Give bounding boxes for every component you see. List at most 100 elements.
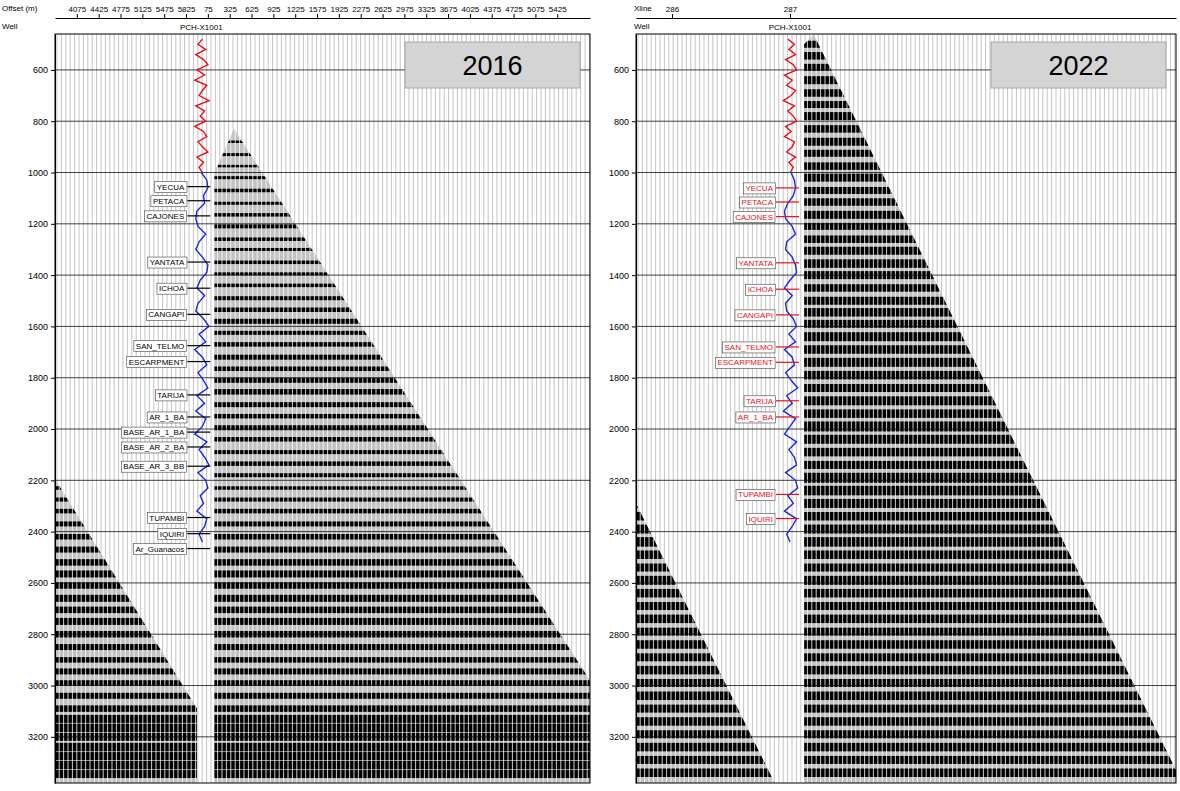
reflector bbox=[55, 509, 590, 514]
tick: 2200 bbox=[609, 476, 636, 486]
trace-separators bbox=[640, 34, 1172, 783]
axis-title: Offset (m) bbox=[2, 4, 38, 13]
trace-separator bbox=[345, 34, 346, 783]
top-label: ESCARPMENT bbox=[717, 358, 773, 367]
trace-separator bbox=[1093, 34, 1094, 783]
reflector bbox=[55, 521, 590, 526]
trace-separator bbox=[433, 34, 434, 783]
trace-separator bbox=[913, 34, 914, 783]
tick: 5125 bbox=[134, 5, 152, 18]
reflector bbox=[55, 153, 590, 156]
trace-separator bbox=[715, 34, 716, 783]
formation-top: TARIJA bbox=[744, 396, 799, 407]
reflectors bbox=[636, 34, 1176, 783]
tick-label: 2600 bbox=[28, 578, 48, 588]
trace-line bbox=[734, 34, 735, 783]
reflector bbox=[55, 176, 590, 179]
reflector bbox=[636, 756, 1176, 764]
trace-separator bbox=[279, 34, 280, 783]
formation-top: BASE_AR_3_BB bbox=[121, 461, 210, 472]
tick-label: 4725 bbox=[505, 5, 523, 14]
trace-separator bbox=[1172, 34, 1173, 783]
tick-mark bbox=[404, 14, 405, 18]
trace-separator bbox=[169, 34, 170, 783]
trace-line bbox=[184, 34, 185, 783]
trace-separator bbox=[904, 34, 905, 783]
tick: 1000 bbox=[28, 168, 55, 178]
axis-line bbox=[55, 35, 56, 784]
top-marker bbox=[776, 289, 799, 290]
trace-separator bbox=[1084, 34, 1085, 783]
trace-separator bbox=[1150, 34, 1151, 783]
tick-mark bbox=[230, 14, 231, 18]
trace-line bbox=[756, 34, 757, 783]
trace-separator bbox=[811, 34, 812, 783]
tick-label: 75 bbox=[204, 5, 213, 14]
tick-label: 1575 bbox=[309, 5, 327, 14]
tick-mark bbox=[514, 14, 515, 18]
top-marker bbox=[776, 362, 799, 363]
trace-separator bbox=[459, 34, 460, 783]
reflector bbox=[55, 272, 590, 275]
grid-line bbox=[55, 582, 590, 583]
reflector bbox=[55, 202, 590, 205]
panel: 6008001000120014001600180020002200240026… bbox=[2, 4, 591, 784]
trace-separator bbox=[1071, 34, 1072, 783]
well-row-label: Well bbox=[2, 22, 18, 31]
trace-separator bbox=[371, 34, 372, 783]
top-label: Ar_Guanacos bbox=[135, 545, 184, 554]
trace-separator bbox=[653, 34, 654, 783]
trace-separator bbox=[1040, 34, 1041, 783]
trace-line bbox=[765, 34, 766, 783]
tick-label: 800 bbox=[33, 117, 48, 127]
trace-separator bbox=[1102, 34, 1103, 783]
trace-separator bbox=[1080, 34, 1081, 783]
reflector bbox=[55, 761, 590, 770]
reflector bbox=[636, 461, 1176, 469]
trace-separator bbox=[164, 34, 165, 783]
tick-mark bbox=[252, 14, 253, 18]
tick: 5825 bbox=[178, 5, 196, 18]
top-marker bbox=[776, 400, 799, 401]
trace-separator bbox=[939, 34, 940, 783]
trace-separator bbox=[693, 34, 694, 783]
reflector bbox=[55, 582, 590, 589]
reflector bbox=[55, 296, 590, 300]
trace-separator bbox=[442, 34, 443, 783]
top-label: SAN_TELMO bbox=[725, 343, 773, 352]
trace-separator bbox=[1159, 34, 1160, 783]
formation-top: TUPAMBI bbox=[736, 489, 799, 500]
tick-mark bbox=[77, 14, 78, 18]
trace-separator bbox=[261, 34, 262, 783]
top-label: BASE_AR_3_BB bbox=[123, 462, 184, 471]
reflector bbox=[55, 402, 590, 407]
trace-separator bbox=[582, 34, 583, 783]
trace-separator bbox=[116, 34, 117, 783]
tick-label: 1800 bbox=[28, 373, 48, 383]
trace-separator bbox=[767, 34, 768, 783]
trace-separator bbox=[957, 34, 958, 783]
reflector bbox=[636, 550, 1176, 559]
tick: 2000 bbox=[609, 424, 636, 434]
grid-line bbox=[55, 275, 590, 276]
tick-label: 1600 bbox=[609, 322, 629, 332]
formation-top: CANGAPI bbox=[146, 309, 210, 320]
tick-label: 625 bbox=[245, 5, 259, 14]
trace-separator bbox=[367, 34, 368, 783]
top-marker bbox=[776, 314, 799, 315]
trace-separator bbox=[398, 34, 399, 783]
grid-line bbox=[636, 121, 1176, 122]
trace-separator bbox=[191, 34, 192, 783]
tick-mark bbox=[51, 737, 55, 738]
reflector bbox=[636, 512, 1176, 521]
trace-separator bbox=[142, 34, 143, 783]
top-label: BASE_AR_2_BA bbox=[123, 443, 185, 452]
top-label-box bbox=[121, 442, 187, 453]
top-label-box bbox=[740, 197, 776, 208]
trace-separator bbox=[186, 34, 187, 783]
reflector bbox=[55, 743, 590, 752]
tick-label: 4775 bbox=[112, 5, 130, 14]
top-label: YECUA bbox=[157, 183, 185, 192]
trace-separator bbox=[424, 34, 425, 783]
top-marker bbox=[187, 446, 210, 447]
